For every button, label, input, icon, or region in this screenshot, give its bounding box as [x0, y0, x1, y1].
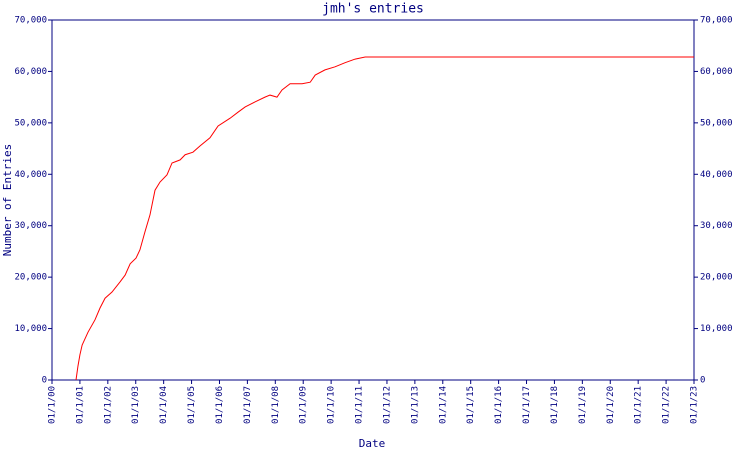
- x-tick-label: 01/1/01: [75, 386, 85, 424]
- x-tick-label: 01/1/10: [327, 386, 337, 424]
- y-tick-label: 0: [42, 376, 47, 386]
- y-tick-label: 70,000: [14, 16, 47, 26]
- x-tick-label: 01/1/04: [159, 386, 169, 424]
- x-tick-label: 01/1/03: [131, 386, 141, 424]
- x-tick-label: 01/1/18: [550, 386, 560, 424]
- y-tick-label: 40,000: [14, 170, 47, 180]
- x-tick-label: 01/1/08: [271, 386, 281, 424]
- y2-tick-label: 10,000: [700, 324, 733, 334]
- x-tick-label: 01/1/07: [243, 386, 253, 424]
- y2-tick-label: 50,000: [700, 118, 733, 128]
- y-tick-label: 30,000: [14, 221, 47, 231]
- y2-tick-label: 60,000: [700, 67, 733, 77]
- y2-tick-label: 0: [700, 376, 705, 386]
- data-line: [75, 56, 694, 381]
- y2-tick-label: 30,000: [700, 221, 733, 231]
- y-tick-label: 60,000: [14, 67, 47, 77]
- x-tick-label: 01/1/05: [187, 386, 197, 424]
- x-tick-label: 01/1/11: [355, 386, 365, 424]
- chart-title: jmh's entries: [322, 2, 424, 17]
- x-tick-label: 01/1/23: [690, 386, 700, 424]
- y-tick-label: 50,000: [14, 118, 47, 128]
- x-axis-label: Date: [359, 437, 386, 450]
- y2-tick-label: 20,000: [700, 273, 733, 283]
- plot-frame: [51, 19, 695, 381]
- x-tick-label: 01/1/14: [438, 386, 448, 424]
- x-tick-label: 01/1/19: [578, 386, 588, 424]
- x-tick-label: 01/1/22: [662, 386, 672, 424]
- x-tick-label: 01/1/12: [382, 386, 392, 424]
- x-tick-label: 01/1/20: [606, 386, 616, 424]
- x-tick-label: 01/1/16: [494, 386, 504, 424]
- y-axis-label: Number of Entries: [1, 144, 14, 257]
- y-tick-label: 10,000: [14, 324, 47, 334]
- x-tick-label: 01/1/06: [215, 386, 225, 424]
- x-tick-label: 01/1/13: [410, 386, 420, 424]
- x-tick-label: 01/1/17: [522, 386, 532, 424]
- y-tick-label: 20,000: [14, 273, 47, 283]
- x-tick-label: 01/1/21: [634, 386, 644, 424]
- x-tick-label: 01/1/00: [48, 386, 58, 424]
- y2-tick-label: 40,000: [700, 170, 733, 180]
- y2-tick-label: 70,000: [700, 16, 733, 26]
- x-tick-label: 01/1/15: [466, 386, 476, 424]
- x-tick-label: 01/1/09: [299, 386, 309, 424]
- x-tick-label: 01/1/02: [103, 386, 113, 424]
